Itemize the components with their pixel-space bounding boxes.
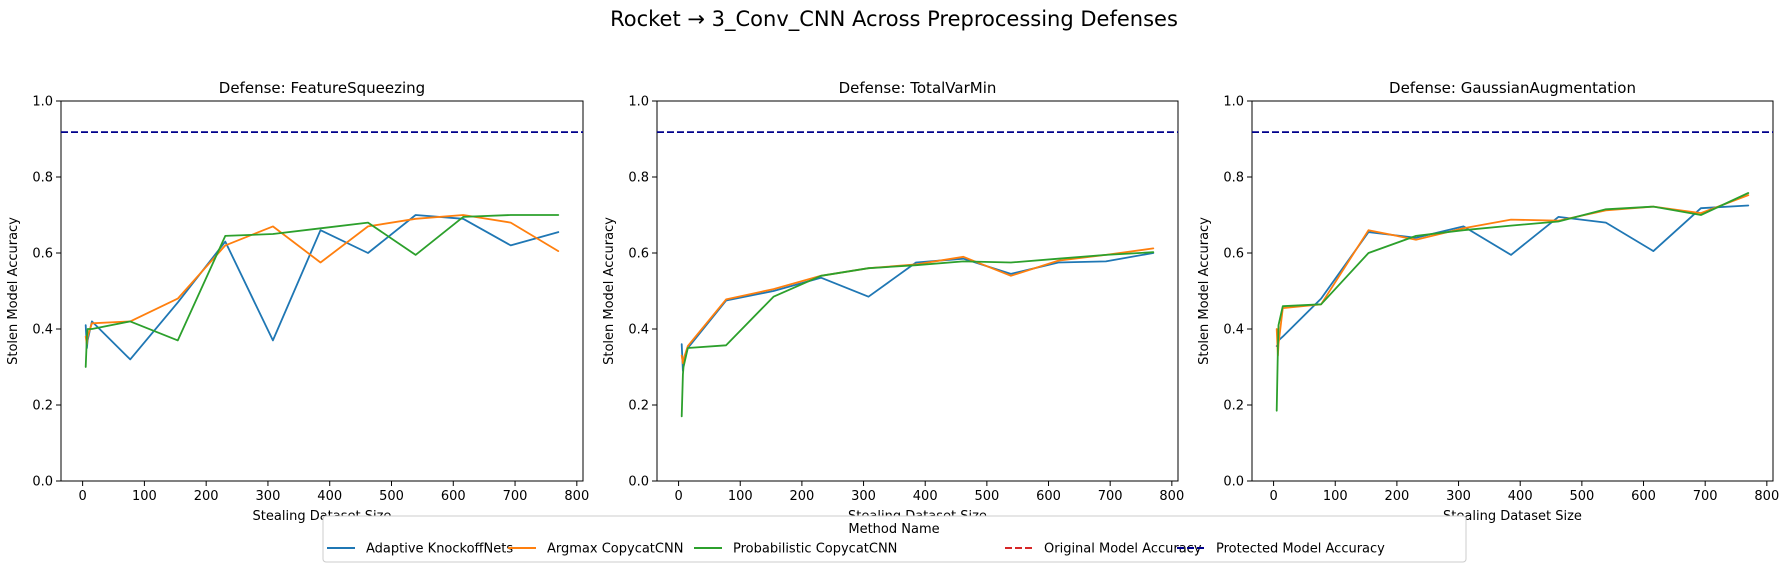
series-line-adaptive-knockoffnets (680, 252, 1155, 372)
legend-label-adaptive-knockoffnets: Adaptive KnockoffNets (366, 542, 513, 557)
y-tick-label: 0.2 (628, 399, 649, 414)
x-tick-label: 200 (789, 489, 814, 504)
y-tick-label: 0.0 (1223, 475, 1244, 490)
x-tick-label: 700 (1098, 489, 1123, 504)
y-tick-label: 0.0 (32, 475, 53, 490)
y-tick-label: 0.6 (1223, 247, 1244, 262)
subplots: Defense: FeatureSqueezing 0 100 200 300 400 50… (6, 79, 1779, 524)
x-tick-label: 800 (1754, 489, 1779, 504)
subplot-2: Defense: TotalVarMin 0 100 200 300 400 500 600 7… (602, 79, 1184, 524)
subplot-title: Defense: GaussianAugmentation (1389, 79, 1636, 97)
y-axis-label: Stolen Model Accuracy (6, 217, 21, 365)
x-tick-label: 800 (564, 489, 589, 504)
x-tick-label: 0 (674, 489, 682, 504)
x-tick-label: 700 (503, 489, 528, 504)
x-tick-label: 600 (1631, 489, 1656, 504)
x-tick-label: 400 (913, 489, 938, 504)
subplot-title: Defense: TotalVarMin (839, 79, 997, 97)
x-tick-label: 500 (974, 489, 999, 504)
figure-suptitle: Rocket → 3_Conv_CNN Across Preprocessing… (610, 7, 1178, 32)
x-tick-label: 400 (1508, 489, 1533, 504)
series-line-probabilistic-copycatcnn (84, 214, 560, 368)
x-tick-label: 300 (1446, 489, 1471, 504)
axes-frame (1251, 100, 1774, 482)
x-tick-label: 600 (441, 489, 466, 504)
legend-frame (322, 515, 1467, 563)
y-tick-label: 1.0 (628, 95, 649, 110)
legend: Method Name Adaptive KnockoffNets Argmax … (322, 515, 1467, 563)
legend-label-original-model-accuracy: Original Model Accuracy (1044, 542, 1202, 557)
legend-label-probabilistic-copycatcnn: Probabilistic CopycatCNN (733, 542, 897, 557)
series-line-adaptive-knockoffnets (84, 214, 560, 361)
x-tick-label: 100 (132, 489, 157, 504)
y-tick-label: 0.0 (628, 475, 649, 490)
axes-frame (656, 100, 1179, 482)
y-tick-label: 0.8 (32, 171, 53, 186)
y-tick-label: 0.4 (32, 323, 53, 338)
x-tick-label: 200 (1384, 489, 1409, 504)
subplot-1: Defense: FeatureSqueezing 0 100 200 300 400 50… (6, 79, 589, 524)
y-tick-label: 0.2 (1223, 399, 1244, 414)
subplot-3: Defense: GaussianAugmentation 0 100 200 300 4… (1197, 79, 1779, 524)
y-tick-label: 1.0 (1223, 95, 1244, 110)
legend-label-protected-model-accuracy: Protected Model Accuracy (1216, 542, 1385, 557)
series-line-probabilistic-copycatcnn (1275, 192, 1750, 412)
series-line-argmax-copycatcnn (84, 214, 560, 346)
x-tick-label: 100 (1323, 489, 1348, 504)
y-tick-label: 0.6 (628, 247, 649, 262)
x-tick-label: 500 (379, 489, 404, 504)
y-tick-label: 0.8 (1223, 171, 1244, 186)
x-tick-label: 500 (1569, 489, 1594, 504)
y-tick-label: 0.6 (32, 247, 53, 262)
y-tick-label: 0.4 (1223, 323, 1244, 338)
x-tick-label: 800 (1159, 489, 1184, 504)
x-tick-label: 200 (194, 489, 219, 504)
x-axis-label: Stealing Dataset Size (1443, 509, 1582, 524)
y-tick-label: 1.0 (32, 95, 53, 110)
series-line-probabilistic-copycatcnn (680, 251, 1155, 418)
y-axis-label: Stolen Model Accuracy (1197, 217, 1212, 365)
x-tick-label: 300 (851, 489, 876, 504)
y-tick-label: 0.8 (628, 171, 649, 186)
y-axis-label: Stolen Model Accuracy (602, 217, 617, 365)
x-tick-label: 400 (317, 489, 342, 504)
axes-frame (60, 100, 584, 482)
x-tick-label: 600 (1036, 489, 1061, 504)
y-tick-label: 0.2 (32, 399, 53, 414)
x-tick-label: 700 (1693, 489, 1718, 504)
legend-title: Method Name (848, 522, 939, 537)
y-tick-label: 0.4 (628, 323, 649, 338)
x-tick-label: 0 (1269, 489, 1277, 504)
x-tick-label: 0 (78, 489, 86, 504)
x-tick-label: 300 (256, 489, 281, 504)
x-tick-label: 100 (728, 489, 753, 504)
subplot-title: Defense: FeatureSqueezing (219, 79, 425, 97)
legend-label-argmax-copycatcnn: Argmax CopycatCNN (547, 542, 683, 557)
